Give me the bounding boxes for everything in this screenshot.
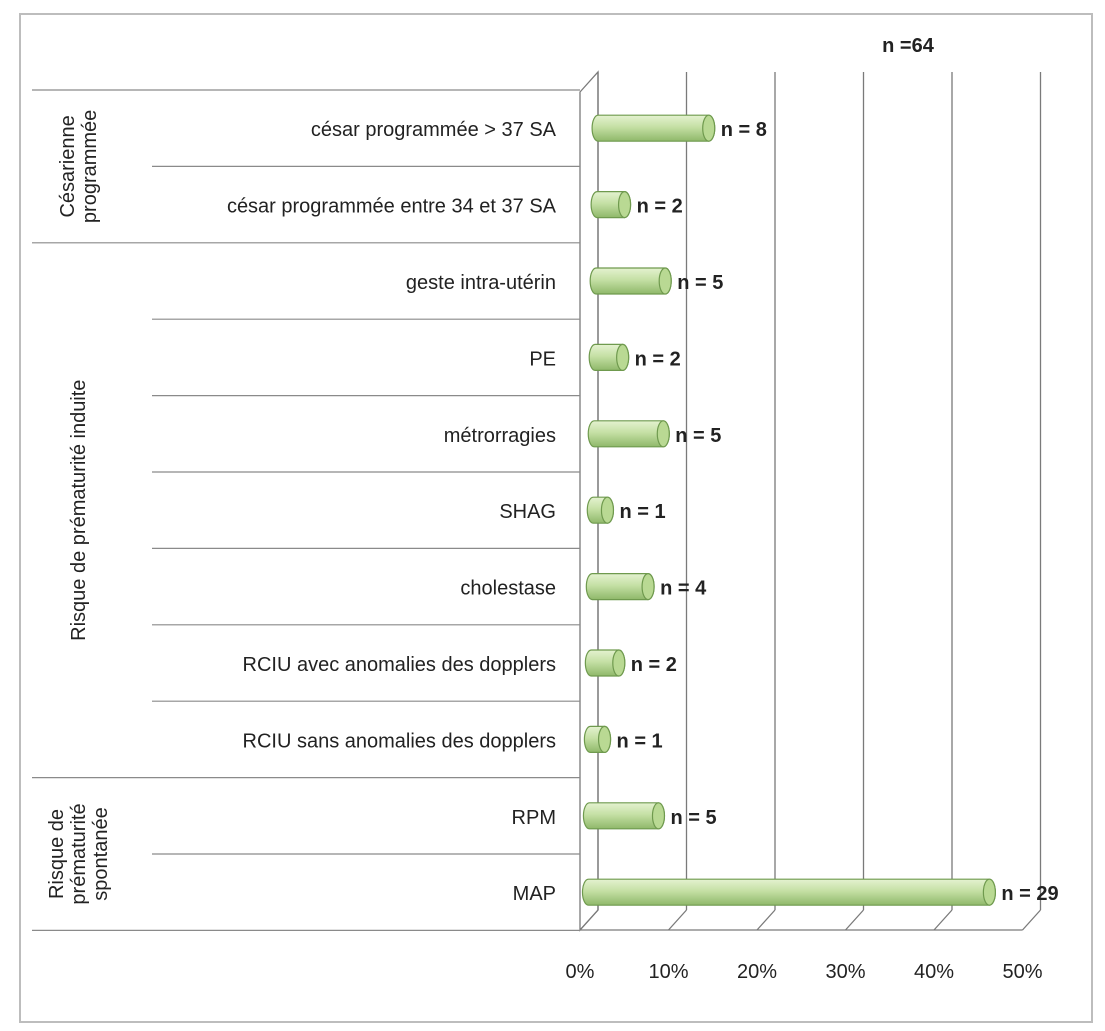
- side-wall: [579, 70, 599, 932]
- bar: [587, 420, 670, 448]
- bar-cap: [617, 191, 632, 219]
- category-label: MAP: [513, 883, 556, 905]
- category-label: césar programmée > 37 SA: [311, 119, 557, 141]
- bar: [591, 114, 716, 142]
- bar-cap: [600, 496, 615, 524]
- category-label: cholestase: [460, 578, 556, 600]
- bar: [588, 343, 630, 371]
- x-tick-label: 0%: [566, 961, 595, 983]
- group-label-line: programmée: [79, 110, 101, 223]
- floor-gridline: [933, 909, 953, 931]
- data-label: n = 5: [670, 807, 716, 829]
- group-label: Risque de prématurité spontanée: [46, 803, 112, 904]
- data-label: n = 2: [631, 654, 677, 676]
- bar: [589, 267, 672, 295]
- category-label: métrorragies: [444, 425, 556, 447]
- bar-body: [591, 114, 716, 142]
- data-label: n = 1: [617, 730, 663, 752]
- category-label: césar programmée entre 34 et 37 SA: [227, 196, 557, 218]
- bar-cap: [641, 572, 655, 601]
- group-label-line: Césarienne: [57, 115, 79, 217]
- floor-gridline: [756, 909, 776, 931]
- bar-cap: [616, 343, 630, 371]
- bar: [585, 572, 655, 601]
- group-label-line: Risque de: [46, 809, 68, 899]
- group-label-line: prématurité: [68, 803, 90, 904]
- category-label: SHAG: [499, 501, 556, 523]
- category-label: RPM: [512, 807, 556, 829]
- chart-title: n =64: [882, 35, 935, 57]
- data-label: n = 5: [677, 272, 723, 294]
- floor-gridline: [668, 909, 687, 931]
- group-label-line: Risque de prématurité induite: [68, 380, 90, 641]
- category-label: RCIU sans anomalies des dopplers: [243, 730, 557, 752]
- bar-cap: [658, 267, 672, 295]
- group-label: Césarienne programmée: [57, 110, 101, 223]
- category-label: PE: [529, 348, 556, 370]
- data-label: n = 29: [1001, 883, 1058, 905]
- floor-gridline: [1022, 909, 1041, 931]
- bar-cap: [702, 114, 716, 142]
- bar: [583, 725, 612, 754]
- category-label: RCIU avec anomalies des dopplers: [243, 654, 557, 676]
- x-tick-label: 40%: [914, 961, 954, 983]
- bar: [590, 191, 632, 219]
- bar: [584, 649, 626, 677]
- category-label: geste intra-utérin: [406, 272, 556, 294]
- x-tick-label: 50%: [1002, 961, 1042, 983]
- data-label: n = 1: [619, 501, 665, 523]
- group-label-line: spontanée: [90, 807, 112, 900]
- bar-body: [581, 878, 996, 906]
- bar: [582, 802, 666, 830]
- chart-border: [19, 13, 1093, 1023]
- bar: [581, 878, 996, 906]
- data-label: n = 2: [637, 196, 683, 218]
- group-label: Risque de prématurité induite: [68, 380, 90, 641]
- bar-cap: [597, 725, 612, 754]
- x-tick-label: 20%: [737, 961, 777, 983]
- x-tick-label: 10%: [648, 961, 688, 983]
- data-label: n = 5: [675, 425, 721, 447]
- bar-cap: [651, 802, 666, 830]
- bar-cap: [982, 878, 996, 906]
- floor-gridline: [845, 909, 864, 931]
- data-label: n = 2: [635, 348, 681, 370]
- bar-cap: [612, 649, 626, 677]
- data-label: n = 4: [660, 578, 707, 600]
- data-label: n = 8: [721, 119, 767, 141]
- bar-cap: [656, 420, 670, 448]
- bar: [586, 496, 615, 524]
- x-tick-label: 30%: [825, 961, 865, 983]
